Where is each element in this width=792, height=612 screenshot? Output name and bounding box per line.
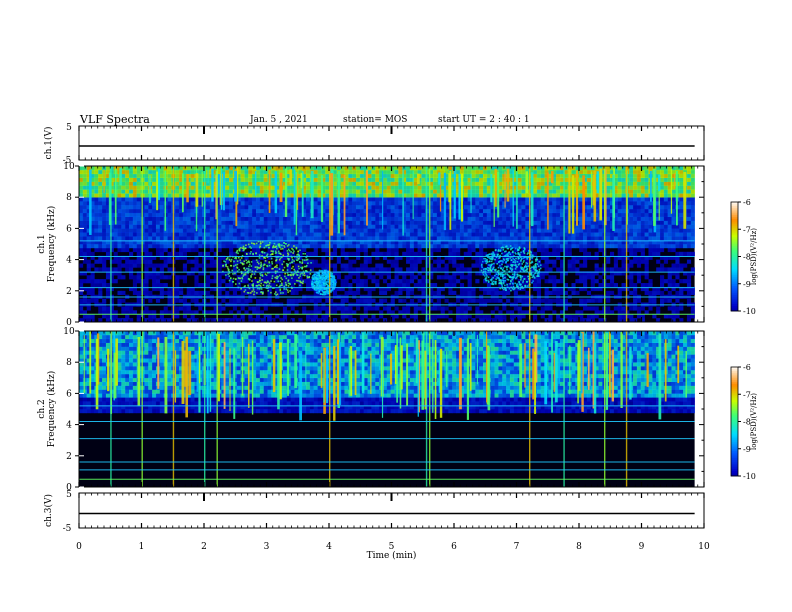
xtick-label: 1 (139, 542, 145, 552)
voltage-ylabel: ch.3(V) (43, 494, 54, 527)
ytick-label: 6 (66, 389, 72, 399)
colorbar-label: log(PSD)(V²/Hz) (750, 393, 758, 450)
station-label: station= MOS (343, 115, 408, 125)
chart-title: VLF Spectra (80, 113, 150, 126)
xtick-label: 6 (451, 542, 457, 552)
xtick-label: 9 (639, 542, 645, 552)
colorbar-tick-label: -8 (743, 253, 751, 262)
ytick-label: 4 (66, 256, 72, 266)
spectrogram-image (79, 166, 695, 322)
date-label: Jan. 5 , 2021 (250, 115, 308, 125)
ytick-label: 10 (63, 162, 75, 172)
colorbar-tick-label: -7 (743, 390, 751, 399)
colorbar: -6 -7 -8 -9 -10 log(PSD)(V²/Hz) (730, 198, 758, 316)
xtick-label: 0 (76, 542, 82, 552)
ytick-label: -5 (63, 524, 72, 534)
xtick-label: 7 (514, 542, 520, 552)
ytick-label: 0 (66, 318, 72, 328)
ytick-label: 0 (66, 483, 72, 493)
colorbar: -6 -7 -8 -9 -10 log(PSD)(V²/Hz) (730, 363, 758, 481)
ytick-label: 10 (63, 327, 75, 337)
voltage-panel-3: 5 -5 ch.3(V) (43, 490, 705, 534)
x-axis: 0 1 2 3 4 5 6 7 8 9 10 Time (min) (76, 542, 710, 561)
colorbar-tick-label: -10 (743, 307, 756, 316)
ytick-label: 8 (66, 358, 72, 368)
ytick-label: 2 (66, 452, 72, 462)
spectrogram-ylabel: ch.1 (37, 234, 47, 253)
start-time-label: start UT = 2 : 40 : 1 (438, 115, 530, 125)
spectrogram-image (79, 331, 695, 487)
xtick-label: 10 (698, 542, 710, 552)
x-axis-label: Time (min) (367, 550, 417, 561)
ytick-label: 4 (66, 421, 72, 431)
xtick-label: 5 (389, 542, 395, 552)
xtick-label: 3 (264, 542, 270, 552)
ytick-label: 5 (66, 123, 72, 133)
ytick-label: -5 (63, 156, 72, 166)
spectrogram-ylabel: ch.2 (37, 399, 47, 418)
xtick-label: 2 (201, 542, 207, 552)
ytick-label: 6 (66, 224, 72, 234)
colorbar-tick-label: -9 (743, 280, 751, 289)
colorbar-tick-label: -7 (743, 225, 751, 234)
spectrogram-ylabel: Frequency (kHz) (46, 371, 57, 448)
spectrogram-panel-2: 0 2 4 6 8 10 ch.2 Frequency (kHz) -6 -7 -8 -9 -10 log… (37, 327, 758, 493)
colorbar-tick-label: -10 (743, 472, 756, 481)
ytick-label: 8 (66, 193, 72, 203)
colorbar-tick-label: -8 (743, 418, 751, 427)
ytick-label: 2 (66, 287, 72, 297)
colorbar-tick-label: -6 (743, 363, 751, 372)
xtick-label: 8 (576, 542, 582, 552)
xtick-label: 4 (326, 542, 332, 552)
voltage-ylabel: ch.1(V) (43, 127, 54, 160)
spectrogram-ylabel: Frequency (kHz) (46, 206, 57, 283)
colorbar-tick-label: -9 (743, 445, 751, 454)
spectrogram-panel-1: 0 2 4 6 8 10 ch.1 Frequency (kHz) -6 -7 -8 -9 -10 log… (37, 162, 758, 328)
colorbar-label: log(PSD)(V²/Hz) (750, 228, 758, 285)
colorbar-tick-label: -6 (743, 198, 751, 207)
ytick-label: 5 (66, 490, 72, 500)
voltage-panel-1: 5 -5 ch.1(V) (43, 123, 705, 166)
